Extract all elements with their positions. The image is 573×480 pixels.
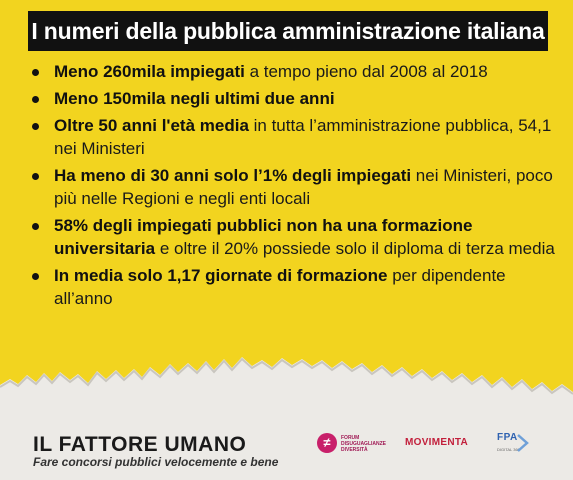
list-item: Oltre 50 anni l'età media in tutta l’amm… [22, 114, 558, 160]
bullet-bold-text: Meno 150mila negli ultimi due anni [54, 89, 335, 108]
bullet-list: Meno 260mila impiegati a tempo pieno dal… [22, 60, 558, 314]
bullet-text: e oltre il 20% possiede solo il diploma … [155, 239, 555, 258]
bullet-text: a tempo pieno dal 2008 al 2018 [244, 62, 488, 81]
bullet-text: per dipendente all’anno [54, 266, 506, 308]
bullet-bold-text: Oltre 50 anni l'età media [54, 116, 249, 135]
bullet-dot [32, 173, 39, 180]
arrow-icon [517, 434, 529, 452]
not-equal-icon: ≠ [317, 433, 337, 453]
bullet-text: nei Ministeri, poco più nelle Regioni e … [54, 166, 553, 208]
list-item: Meno 260mila impiegati a tempo pieno dal… [22, 60, 558, 83]
bullet-dot [32, 96, 39, 103]
bullet-bold-text: 58% degli impiegati pubblici non ha una … [54, 216, 473, 258]
bullet-dot [32, 123, 39, 130]
bullet-dot [32, 223, 39, 230]
bullet-dot [32, 273, 39, 280]
bullet-text: in tutta l’amministrazione pubblica, 54,… [54, 116, 552, 158]
forum-logo-text: FORUM DISUGUAGLIANZE DIVERSITÀ [341, 435, 386, 453]
bullet-bold-text: Meno 260mila impiegati [54, 62, 245, 81]
list-item: In media solo 1,17 giornate di formazion… [22, 264, 558, 310]
footer-title: IL FATTORE UMANO [33, 433, 247, 456]
bullet-dot [32, 69, 39, 76]
bullet-bold-text: Ha meno di 30 anni solo l’1% degli impie… [54, 166, 412, 185]
list-item: 58% degli impiegati pubblici non ha una … [22, 214, 558, 260]
yellow-background [0, 0, 573, 380]
list-item: Meno 150mila negli ultimi due anni [22, 87, 558, 110]
fpa-logo: FPA DIGITAL 360 [493, 431, 531, 457]
page-title: I numeri della pubblica amministrazione … [28, 11, 548, 51]
movimenta-logo: MOVIMENTA [405, 437, 469, 448]
fpa-logo-text: FPA [497, 432, 518, 443]
torn-paper [0, 357, 573, 480]
footer-subtitle: Fare concorsi pubblici velocemente e ben… [33, 455, 279, 469]
list-item: Ha meno di 30 anni solo l’1% degli impie… [22, 164, 558, 210]
fpa-logo-subtext: DIGITAL 360 [497, 447, 520, 452]
bullet-bold-text: In media solo 1,17 giornate di formazion… [54, 266, 388, 285]
